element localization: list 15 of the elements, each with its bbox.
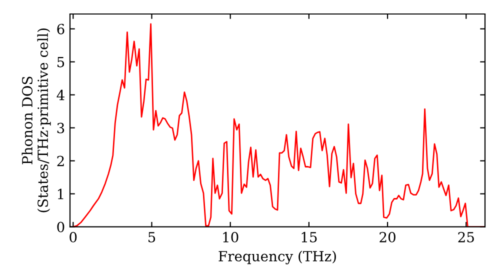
y-tick-label: 5 [57,56,64,68]
y-tick-label: 2 [57,156,64,166]
x-tick-label: 25 [458,232,474,242]
y-tick-label: 1 [58,188,64,200]
y-tick-label: 4 [56,90,64,100]
x-axis-title: Frequency (THz) [218,250,336,264]
y-tick-label: 6 [57,24,64,34]
y-tick-label: 0 [57,222,64,232]
x-tick-label: 20 [380,232,396,242]
y-axis-title: Phonon DOS (States/THz·primitive cell) [22,28,51,212]
x-tick-label: 5 [148,232,156,242]
x-tick-label: 10 [223,232,238,242]
x-tick-label: 15 [302,232,317,242]
y-tick-label: 3 [57,122,64,134]
x-tick-label: 0 [70,232,77,242]
